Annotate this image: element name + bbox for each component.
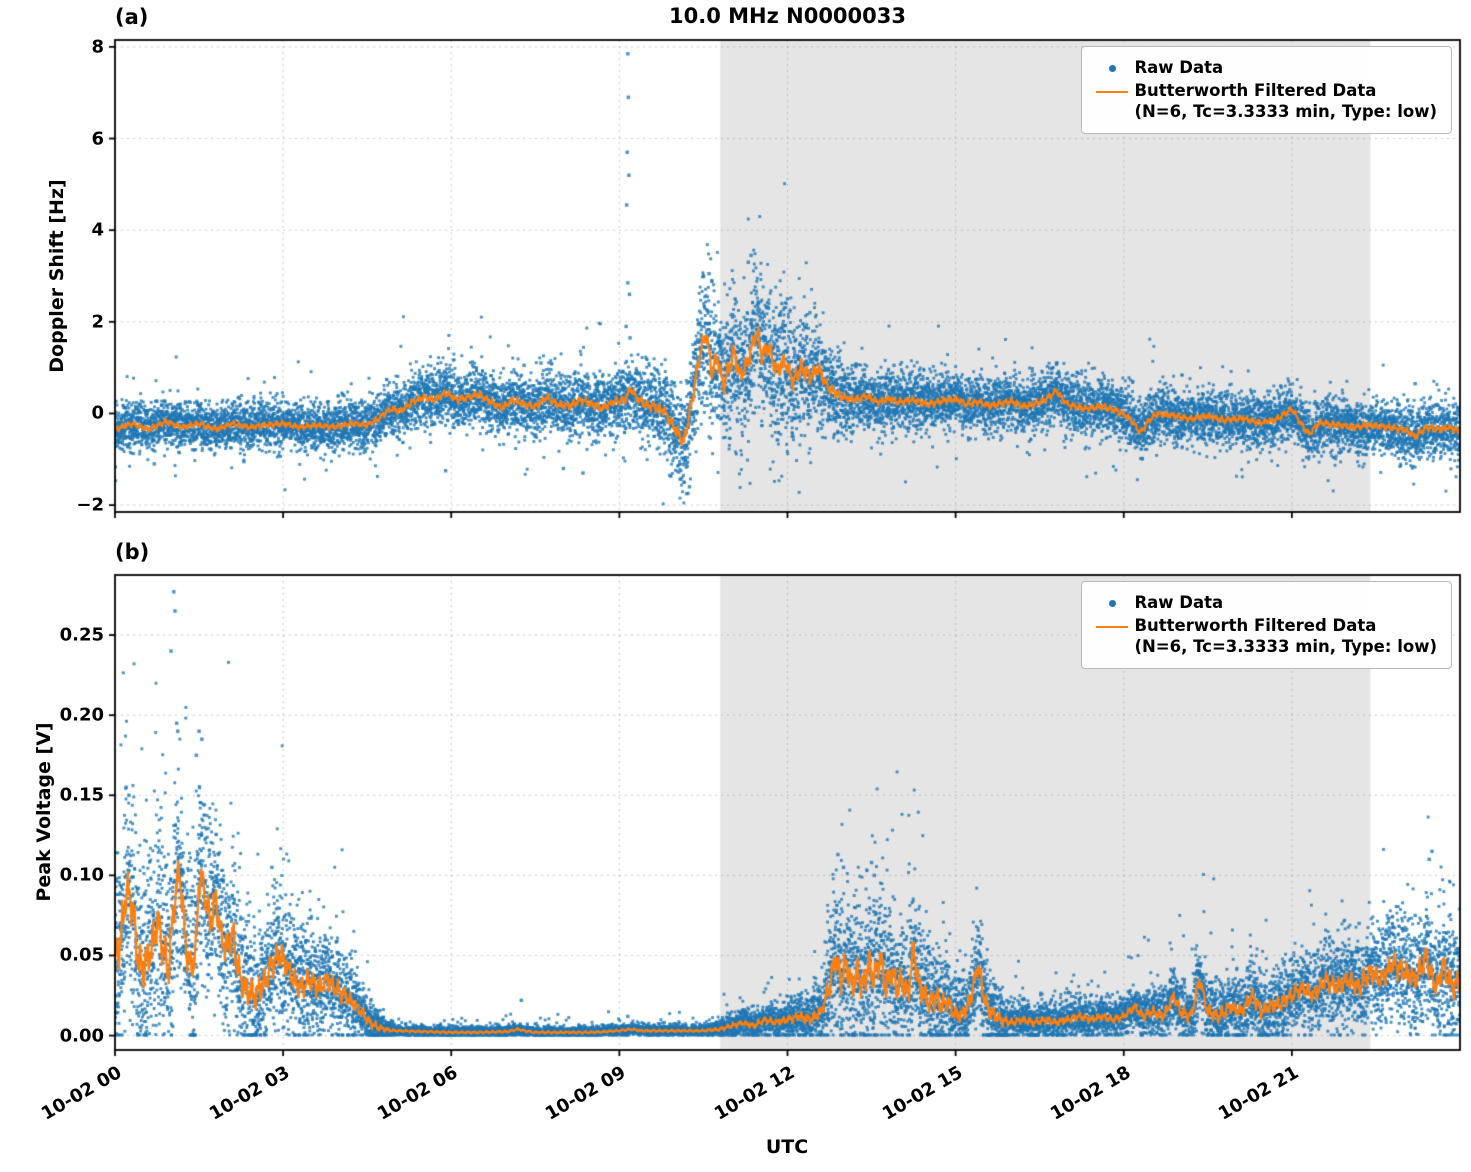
raw-data-dot-icon (1090, 58, 1134, 79)
y-tick-label-doppler: 0 (91, 402, 104, 424)
y-tick-label-voltage: 0.00 (59, 1025, 104, 1047)
raw-data-dot-icon (1090, 593, 1134, 614)
y-tick-label-doppler: −2 (76, 494, 104, 516)
y-tick-label-doppler: 6 (91, 128, 104, 150)
y-tick-label-voltage: 0.20 (59, 704, 104, 726)
y-tick-label-voltage: 0.10 (59, 864, 104, 886)
legend-filtered-line2: (N=6, Tc=3.3333 min, Type: low) (1134, 636, 1437, 656)
panel-b-label: (b) (115, 540, 150, 564)
y-tick-label-doppler: 8 (91, 36, 104, 58)
legend-panel-b: Raw Data Butterworth Filtered Data (N=6,… (1081, 581, 1452, 670)
legend-filtered-line1: Butterworth Filtered Data (1134, 81, 1377, 100)
y-tick-label-doppler: 4 (91, 219, 104, 241)
legend-filtered-entry: Butterworth Filtered Data (N=6, Tc=3.333… (1090, 81, 1437, 122)
legend-raw-label: Raw Data (1134, 58, 1224, 78)
legend-filtered-line2: (N=6, Tc=3.3333 min, Type: low) (1134, 101, 1437, 121)
y-axis-label-doppler: Doppler Shift [Hz] (46, 179, 68, 373)
y-tick-label-voltage: 0.05 (59, 944, 104, 966)
filtered-line-icon (1090, 616, 1134, 637)
x-axis-label-utc: UTC (765, 1136, 809, 1158)
legend-raw-entry: Raw Data (1090, 58, 1437, 79)
y-axis-label-voltage: Peak Voltage [V] (33, 722, 55, 902)
panel-a-label: (a) (115, 5, 149, 29)
y-tick-label-doppler: 2 (91, 311, 104, 333)
legend-panel-a: Raw Data Butterworth Filtered Data (N=6,… (1081, 46, 1452, 135)
legend-filtered-label: Butterworth Filtered Data (N=6, Tc=3.333… (1134, 616, 1437, 657)
legend-raw-label: Raw Data (1134, 593, 1224, 613)
legend-filtered-label: Butterworth Filtered Data (N=6, Tc=3.333… (1134, 81, 1437, 122)
filtered-line-icon (1090, 81, 1134, 102)
y-tick-label-voltage: 0.25 (59, 624, 104, 646)
legend-filtered-line1: Butterworth Filtered Data (1134, 616, 1377, 635)
y-tick-label-voltage: 0.15 (59, 784, 104, 806)
legend-filtered-entry: Butterworth Filtered Data (N=6, Tc=3.333… (1090, 616, 1437, 657)
legend-raw-entry: Raw Data (1090, 593, 1437, 614)
figure-title: 10.0 MHz N0000033 (669, 4, 906, 28)
